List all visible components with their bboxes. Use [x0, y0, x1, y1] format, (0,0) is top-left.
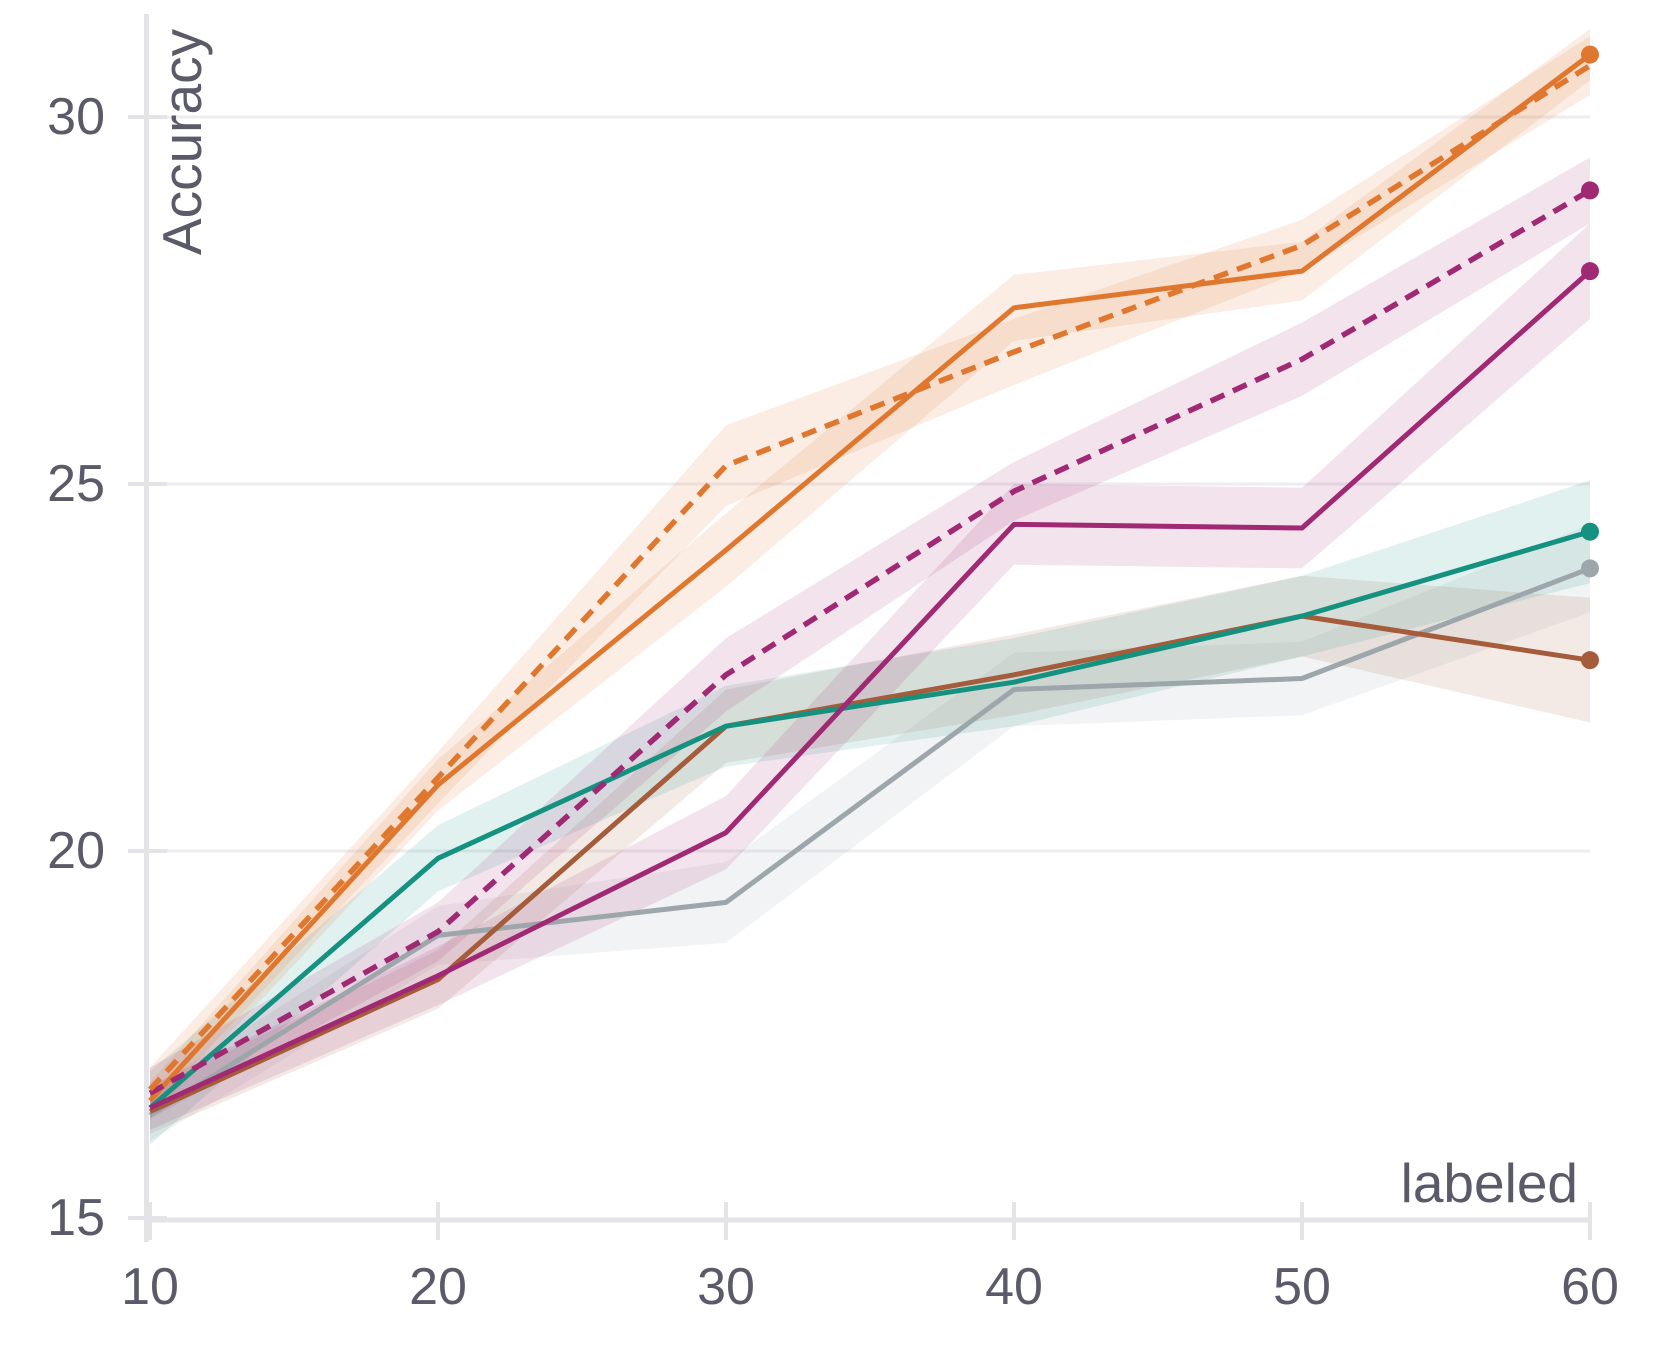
axes-and-ticks — [128, 14, 1592, 1242]
y-tick-label-20: 20 — [47, 822, 105, 880]
y-tick-mark-15 — [128, 1216, 167, 1220]
x-tick-label-40: 40 — [985, 1258, 1043, 1316]
x-axis-title: labeled — [1401, 1152, 1578, 1214]
orange-solid-band — [150, 28, 1590, 1119]
orange-dashed-band — [150, 36, 1590, 1112]
gridline-y-25 — [146, 482, 1590, 486]
y-tick-mark-20 — [128, 849, 167, 853]
orange-dashed-line — [147, 63, 1592, 1092]
magenta-dashed-end-marker — [1581, 181, 1599, 200]
x-tick-mark-20 — [436, 1202, 440, 1240]
gray-solid-band — [150, 524, 1590, 1141]
x-tick-label-10: 10 — [121, 1258, 179, 1316]
x-tick-label-50: 50 — [1273, 1258, 1331, 1316]
y-tick-mark-30 — [128, 115, 167, 119]
brown-solid-end-marker — [1581, 651, 1599, 670]
tick-labels: 15 20 25 30 10 20 30 40 50 60 — [47, 88, 1619, 1316]
x-tick-label-20: 20 — [409, 1258, 467, 1316]
x-tick-mark-30 — [724, 1202, 728, 1240]
gray-solid-line — [148, 566, 1591, 1118]
x-tick-label-30: 30 — [697, 1258, 755, 1316]
x-tick-mark-60 — [1588, 1202, 1592, 1240]
magenta-solid-line — [148, 269, 1592, 1111]
gridline-y-30 — [146, 115, 1590, 119]
teal-solid-line — [148, 529, 1591, 1110]
magenta-dashed-line — [148, 188, 1592, 1096]
magenta-solid-end-marker — [1581, 262, 1599, 281]
y-axis-line — [144, 14, 149, 1242]
magenta-dashed-band — [150, 157, 1590, 1119]
x-tick-mark-10 — [148, 1202, 152, 1240]
y-tick-label-15: 15 — [47, 1189, 105, 1247]
confidence-bands — [150, 28, 1590, 1145]
gridline-y-20 — [146, 849, 1590, 853]
brown-solid-band — [150, 575, 1590, 1134]
series-lines — [147, 45, 1599, 1118]
y-tick-mark-25 — [128, 482, 167, 486]
orange-solid-line — [148, 52, 1592, 1103]
brown-solid-line — [148, 613, 1591, 1114]
x-axis-line — [146, 1217, 1592, 1223]
y-axis-title: Accuracy — [151, 28, 213, 255]
teal-solid-end-marker — [1581, 522, 1599, 541]
teal-solid-band — [150, 480, 1590, 1145]
gray-solid-end-marker — [1581, 559, 1599, 578]
y-tick-label-30: 30 — [47, 88, 105, 146]
x-tick-label-60: 60 — [1561, 1258, 1619, 1316]
x-tick-mark-40 — [1012, 1202, 1016, 1240]
orange-solid-end-marker — [1581, 45, 1599, 64]
y-tick-label-25: 25 — [47, 455, 105, 513]
x-tick-mark-50 — [1300, 1202, 1304, 1240]
gridlines — [146, 115, 1590, 853]
